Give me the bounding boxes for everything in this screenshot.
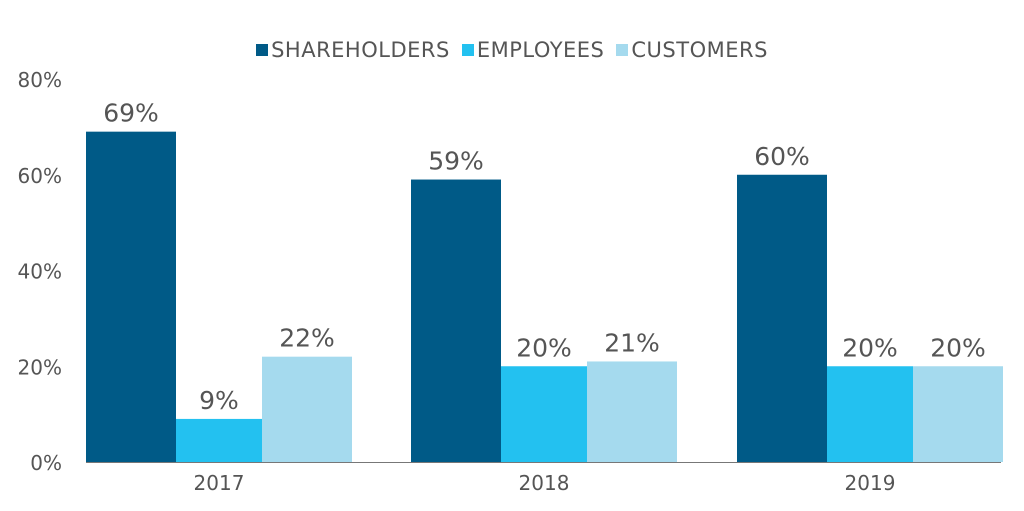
legend-item-customers: CUSTOMERS	[616, 38, 768, 62]
data-label: 9%	[199, 386, 239, 415]
bar-shareholders-2019	[737, 174, 827, 462]
legend-label-employees: EMPLOYEES	[476, 38, 605, 62]
data-label: 20%	[516, 333, 572, 362]
data-label: 59%	[428, 147, 484, 176]
x-tick-label: 2018	[519, 471, 570, 495]
legend-swatch-employees	[461, 44, 474, 56]
bar-customers-2018	[587, 361, 677, 462]
bar-employees-2018	[501, 366, 587, 462]
bar-shareholders-2018	[411, 179, 501, 462]
x-tick-label: 2019	[845, 471, 896, 495]
data-label: 20%	[930, 333, 986, 362]
legend-label-shareholders: SHAREHOLDERS	[271, 38, 450, 62]
legend-item-shareholders: SHAREHOLDERS	[256, 38, 450, 62]
data-label: 22%	[279, 324, 335, 353]
legend-swatch-customers	[616, 44, 629, 56]
bar-employees-2019	[827, 366, 913, 462]
y-tick-label: 60%	[18, 164, 62, 188]
bar-employees-2017	[176, 418, 262, 462]
y-tick-label: 80%	[18, 68, 62, 92]
data-label: 20%	[842, 333, 898, 362]
legend-swatch-shareholders	[256, 44, 269, 56]
bar-customers-2017	[262, 356, 352, 462]
y-tick-label: 40%	[18, 260, 62, 284]
data-label: 60%	[754, 142, 810, 171]
x-tick-label: 2017	[194, 471, 245, 495]
legend-label-customers: CUSTOMERS	[631, 38, 768, 62]
data-label: 21%	[604, 328, 660, 357]
data-label: 69%	[103, 99, 159, 128]
chart-legend: SHAREHOLDERS EMPLOYEES CUSTOMERS	[0, 38, 1024, 62]
legend-item-employees: EMPLOYEES	[461, 38, 605, 62]
bar-shareholders-2017	[86, 131, 176, 462]
y-tick-label: 0%	[30, 451, 62, 475]
y-tick-label: 20%	[18, 355, 62, 379]
bar-customers-2019	[913, 366, 1003, 462]
